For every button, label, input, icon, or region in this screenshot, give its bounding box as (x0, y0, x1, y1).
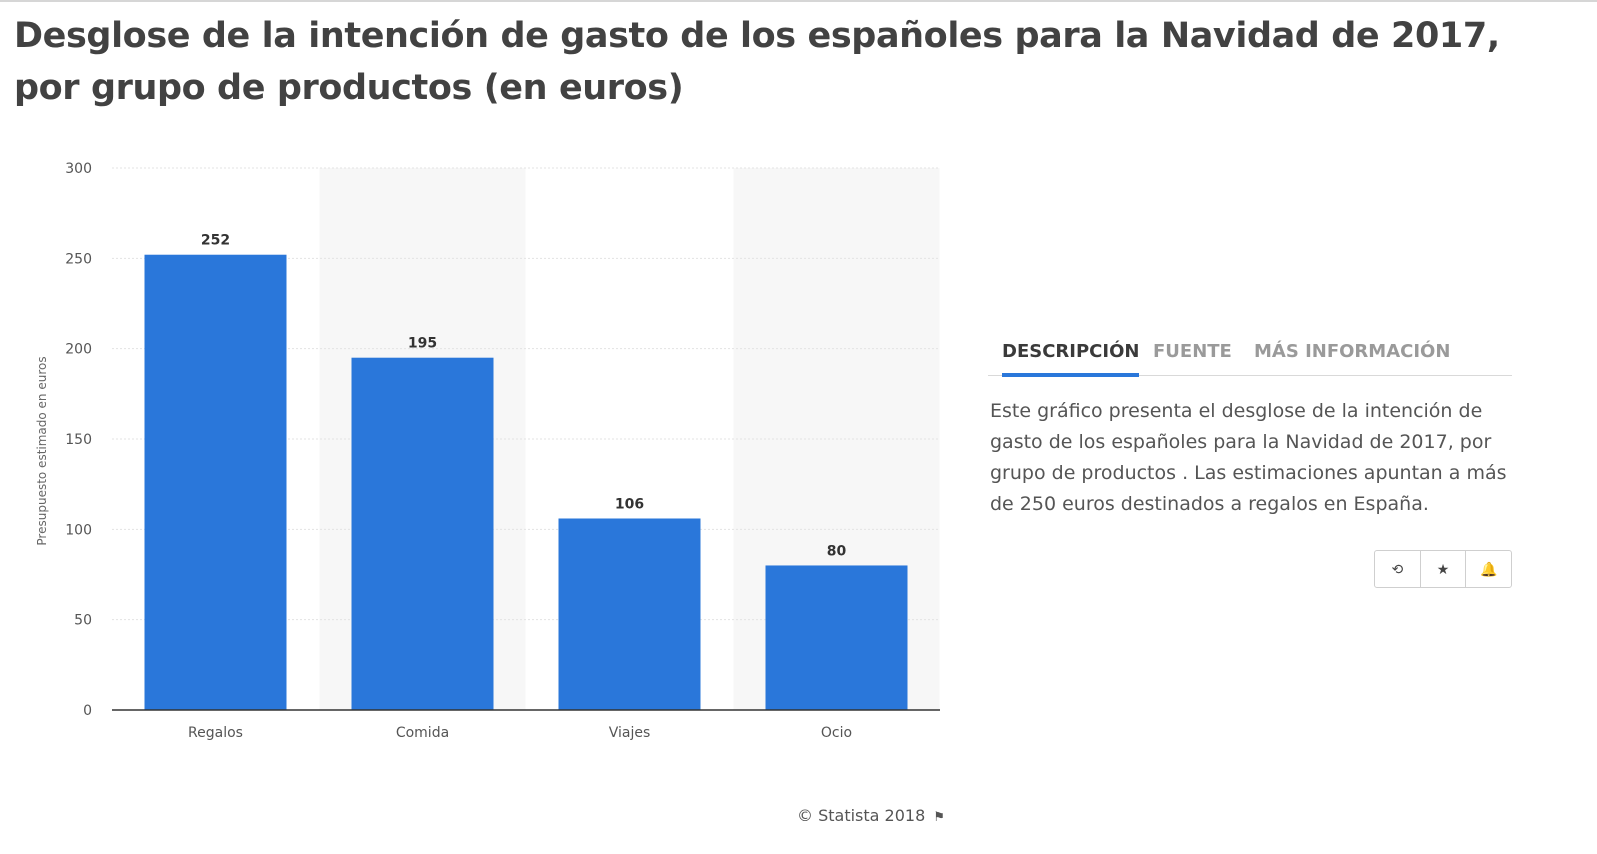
y-tick-label: 250 (65, 251, 92, 267)
data-label: 80 (827, 543, 847, 559)
history-icon[interactable]: ⟲ (1375, 551, 1421, 587)
y-tick-label: 50 (74, 613, 92, 629)
data-label: 106 (615, 496, 644, 512)
bar-regalos (144, 254, 287, 710)
star-icon[interactable]: ★ (1421, 551, 1467, 587)
bar-comida (351, 357, 494, 710)
x-tick-label: Comida (396, 725, 449, 741)
footer: © Statista 2018 ⚑ (797, 804, 945, 828)
y-tick-label: 100 (65, 522, 92, 538)
tab-fuente[interactable]: FUENTE (1153, 341, 1232, 362)
x-tick-label: Ocio (821, 725, 852, 741)
data-label: 195 (408, 336, 437, 352)
flag-icon[interactable]: ⚑ (933, 810, 946, 825)
action-toolbar: ⟲ ★ 🔔 (1374, 550, 1512, 588)
bell-icon[interactable]: 🔔 (1479, 560, 1498, 577)
copyright-text: © Statista 2018 (797, 806, 926, 825)
data-label: 252 (201, 233, 230, 249)
x-tick-label: Regalos (188, 725, 243, 741)
bar-ocio (765, 565, 908, 710)
tab-bar: DESCRIPCIÓN FUENTE MÁS INFORMACIÓN (988, 330, 1512, 377)
y-tick-label: 150 (65, 432, 92, 448)
y-tick-label: 200 (65, 342, 92, 358)
y-tick-label: 0 (83, 703, 92, 719)
description-text: Este gráfico presenta el desglose de la … (990, 400, 1507, 515)
y-axis-title: Presupuesto estimado en euros (35, 356, 49, 545)
page-title: Desglose de la intención de gasto de los… (14, 16, 1500, 108)
x-tick-label: Viajes (609, 725, 651, 741)
tab-mas-informacion[interactable]: MÁS INFORMACIÓN (1254, 341, 1451, 362)
y-tick-label: 300 (65, 161, 92, 177)
bar-viajes (558, 518, 701, 710)
bar-chart: 0 50 100 150 200 250 300 252 Regalos 195 Comida 106… (35, 161, 940, 741)
tab-descripcion[interactable]: DESCRIPCIÓN (1002, 330, 1140, 377)
top-rule (0, 0, 1597, 2)
